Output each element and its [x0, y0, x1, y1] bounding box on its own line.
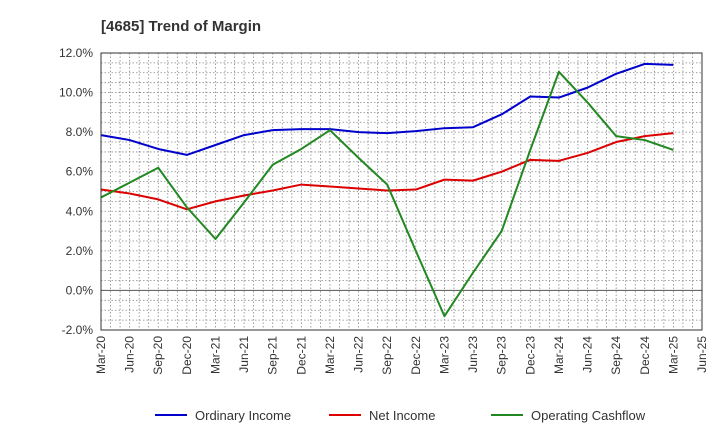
- y-tick-label: 4.0%: [66, 204, 94, 218]
- x-axis-ticks: Mar-20 Jun-20 Sep-20 Dec-20 Mar-21 Jun-21 Sep-…: [94, 336, 709, 375]
- y-tick-label: 8.0%: [66, 125, 94, 139]
- y-tick-label: 10.0%: [59, 86, 93, 100]
- x-tick-label: Mar-20: [94, 336, 108, 374]
- x-tick-label: Jun-25: [695, 336, 709, 373]
- x-tick-label: Dec-21: [294, 336, 308, 375]
- x-tick-label: Sep-21: [266, 336, 280, 375]
- x-tick-label: Mar-21: [208, 336, 222, 374]
- y-tick-label: 12.0%: [59, 46, 93, 60]
- x-tick-label: Sep-20: [151, 336, 165, 375]
- legend: Ordinary Income Net Income Operating Cashf…: [155, 408, 646, 423]
- x-tick-label: Jun-22: [352, 336, 366, 373]
- series-line-operating-cashflow: [100, 70, 674, 318]
- x-tick-label: Jun-21: [237, 336, 251, 373]
- x-tick-label: Jun-24: [581, 336, 595, 373]
- series-lines: [100, 62, 674, 318]
- x-tick-label: Mar-25: [666, 336, 680, 374]
- x-tick-label: Dec-20: [180, 336, 194, 375]
- legend-label-ordinary-income: Ordinary Income: [195, 408, 291, 423]
- x-tick-label: Jun-23: [466, 336, 480, 373]
- y-tick-label: -2.0%: [62, 323, 94, 337]
- y-tick-label: 0.0%: [66, 283, 94, 297]
- y-tick-label: 6.0%: [66, 165, 94, 179]
- x-tick-label: Mar-24: [552, 336, 566, 374]
- legend-label-operating-cashflow: Operating Cashflow: [531, 408, 646, 423]
- x-tick-label: Sep-24: [609, 336, 623, 375]
- x-tick-label: Dec-23: [523, 336, 537, 375]
- grid: [101, 53, 702, 330]
- x-tick-label: Dec-22: [409, 336, 423, 375]
- x-tick-label: Jun-20: [123, 336, 137, 373]
- chart-title: [4685] Trend of Margin: [101, 18, 261, 35]
- x-tick-label: Sep-23: [495, 336, 509, 375]
- plot-frame: [100, 52, 703, 331]
- x-tick-label: Dec-24: [638, 336, 652, 375]
- series-line-net-income: [100, 132, 674, 211]
- x-tick-label: Mar-23: [437, 336, 451, 374]
- y-tick-label: 2.0%: [66, 244, 94, 258]
- legend-label-net-income: Net Income: [369, 408, 435, 423]
- x-tick-label: Mar-22: [323, 336, 337, 374]
- x-tick-label: Sep-22: [380, 336, 394, 375]
- y-axis-ticks: -2.0% 0.0% 2.0% 4.0% 6.0% 8.0% 10.0% 12.0%: [59, 46, 93, 337]
